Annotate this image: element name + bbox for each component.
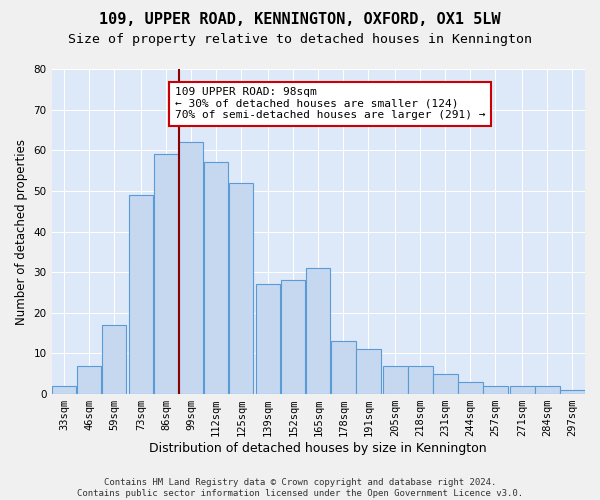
Bar <box>102 325 127 394</box>
Bar <box>510 386 535 394</box>
Bar <box>483 386 508 394</box>
Bar <box>179 142 203 394</box>
Bar <box>408 366 433 394</box>
X-axis label: Distribution of detached houses by size in Kennington: Distribution of detached houses by size … <box>149 442 487 455</box>
Text: Size of property relative to detached houses in Kennington: Size of property relative to detached ho… <box>68 32 532 46</box>
Bar <box>331 342 356 394</box>
Bar <box>204 162 229 394</box>
Bar <box>560 390 585 394</box>
Text: 109, UPPER ROAD, KENNINGTON, OXFORD, OX1 5LW: 109, UPPER ROAD, KENNINGTON, OXFORD, OX1… <box>99 12 501 28</box>
Bar <box>383 366 407 394</box>
Text: Contains HM Land Registry data © Crown copyright and database right 2024.
Contai: Contains HM Land Registry data © Crown c… <box>77 478 523 498</box>
Bar <box>458 382 482 394</box>
Bar <box>433 374 458 394</box>
Bar <box>77 366 101 394</box>
Bar <box>154 154 178 394</box>
Bar <box>52 386 76 394</box>
Bar <box>256 284 280 394</box>
Y-axis label: Number of detached properties: Number of detached properties <box>15 138 28 324</box>
Text: 109 UPPER ROAD: 98sqm
← 30% of detached houses are smaller (124)
70% of semi-det: 109 UPPER ROAD: 98sqm ← 30% of detached … <box>175 88 485 120</box>
Bar <box>229 183 253 394</box>
Bar <box>306 268 331 394</box>
Bar <box>281 280 305 394</box>
Bar <box>129 195 154 394</box>
Bar <box>535 386 560 394</box>
Bar <box>356 350 380 394</box>
